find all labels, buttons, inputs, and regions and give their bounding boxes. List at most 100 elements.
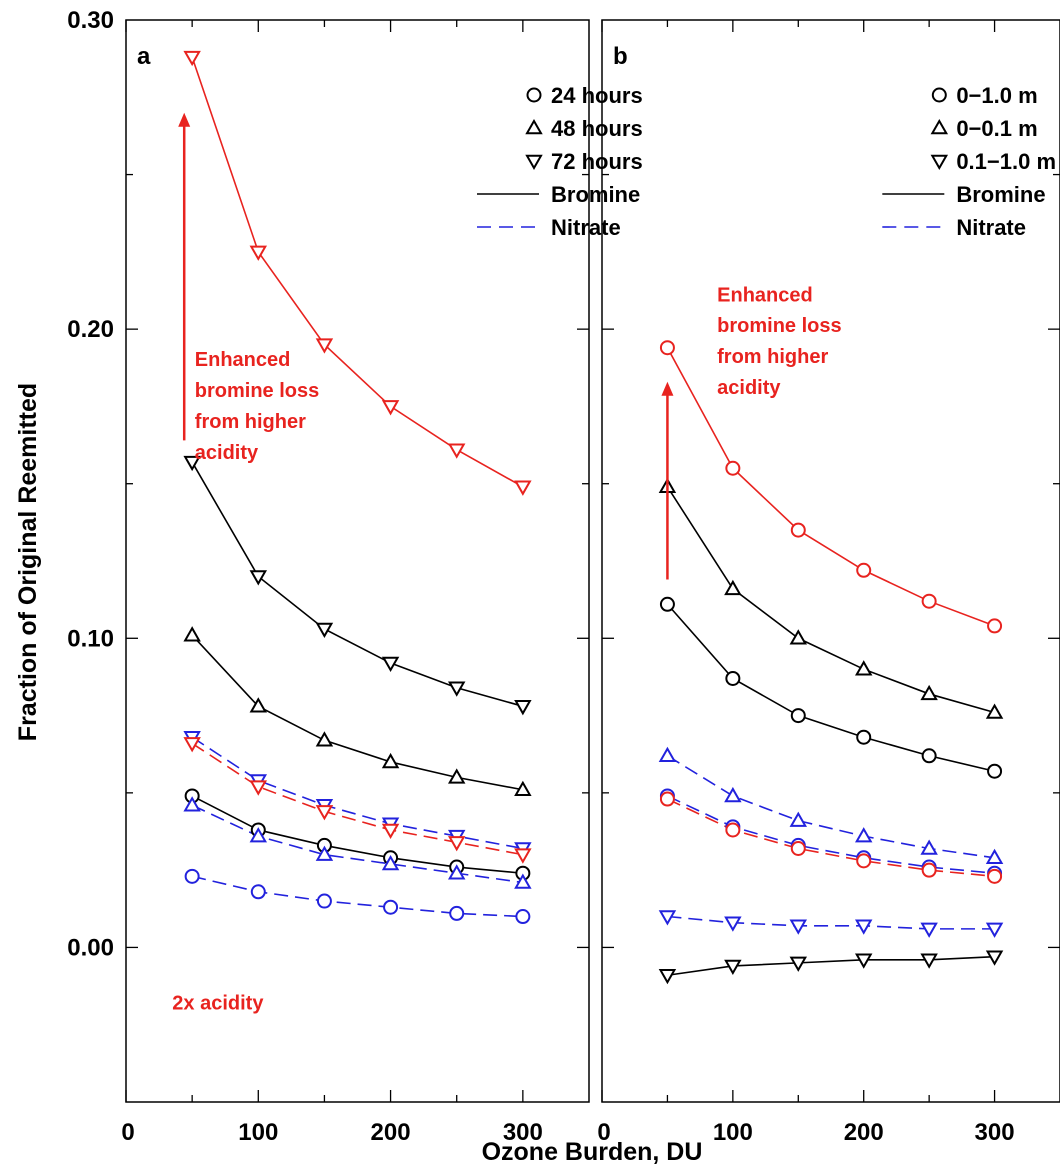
legend-marker-circle — [931, 87, 947, 103]
data-point-circle — [790, 522, 806, 538]
legend-label: Bromine — [551, 182, 640, 207]
annotation-text: acidity — [195, 442, 259, 464]
data-point-triangle-up — [789, 811, 808, 827]
series-line-red-triangle-down-dashed — [191, 742, 524, 856]
data-point-triangle-down — [381, 823, 400, 839]
y-tick-label: 0.00 — [67, 934, 114, 961]
data-point-circle — [725, 670, 741, 686]
data-point-circle — [515, 909, 531, 925]
x-tick-label: 200 — [844, 1119, 884, 1146]
data-point-triangle-up — [920, 839, 938, 855]
legend-label: 48 hours — [551, 116, 643, 141]
data-point-circle — [856, 562, 872, 578]
data-point-triangle-up — [315, 845, 334, 861]
series-line-blue-triangle-up-dashed — [191, 804, 523, 884]
series-line-red-triangle-down-solid — [191, 56, 524, 488]
annotation-text: 2x acidity — [172, 992, 264, 1014]
series-line-blue-circle-dashed — [191, 875, 523, 918]
series-line-blue-triangle-down-dashed — [667, 915, 995, 930]
x-tick-label: 300 — [503, 1119, 543, 1146]
legend-label: 24 hours — [551, 83, 643, 108]
annotation-text: Enhanced — [195, 349, 291, 371]
legend-label: Nitrate — [956, 215, 1026, 240]
data-point-triangle-down — [514, 700, 532, 716]
data-point-triangle-up — [249, 827, 268, 843]
data-point-circle — [921, 593, 937, 609]
data-point-triangle-up — [183, 626, 201, 642]
data-point-triangle-up — [381, 752, 400, 769]
legend-marker-circle — [526, 87, 542, 103]
legend-label: 72 hours — [551, 149, 643, 174]
data-point-triangle-down — [249, 780, 268, 796]
plot-frame — [125, 19, 590, 1103]
data-point-circle — [725, 460, 741, 476]
data-point-triangle-down — [183, 737, 201, 753]
data-point-triangle-down — [183, 455, 201, 472]
data-point-circle — [790, 708, 806, 724]
data-point-circle — [790, 841, 806, 857]
data-point-circle — [987, 868, 1003, 884]
data-point-triangle-down — [854, 919, 873, 935]
data-point-circle — [987, 618, 1003, 634]
x-tick-label: 0 — [121, 1119, 134, 1146]
annotation-text: bromine loss — [717, 315, 841, 337]
data-point-circle — [184, 868, 200, 884]
data-point-triangle-down — [315, 805, 334, 821]
legend-marker-triangle-down — [930, 154, 949, 171]
series-line-black-triangle-up-solid — [191, 634, 524, 791]
series-line-black-triangle-down-solid — [667, 955, 995, 977]
data-point-triangle-down — [315, 338, 334, 354]
data-point-triangle-down — [315, 622, 334, 639]
data-point-circle — [449, 905, 465, 921]
panel-letter: a — [137, 43, 151, 70]
data-point-triangle-up — [514, 780, 532, 797]
y-tick-label: 0.30 — [67, 7, 114, 34]
series-line-red-circle-dashed — [667, 798, 995, 878]
data-point-triangle-down — [789, 919, 808, 935]
data-point-triangle-down — [381, 656, 400, 673]
y-tick-label: 0.20 — [67, 316, 114, 343]
legend-label: Nitrate — [551, 215, 621, 240]
data-point-triangle-down — [381, 400, 400, 416]
annotation-text: Enhanced — [717, 284, 813, 306]
data-point-triangle-up — [381, 854, 400, 871]
series-line-blue-triangle-up-dashed — [667, 755, 995, 859]
x-tick-label: 300 — [975, 1119, 1015, 1146]
data-point-circle — [659, 340, 675, 356]
data-point-triangle-down — [985, 922, 1004, 938]
data-point-triangle-up — [854, 827, 873, 843]
y-axis-title: Fraction of Original Reemitted — [14, 383, 42, 741]
x-tick-label: 100 — [238, 1119, 278, 1146]
x-axis-title: Ozone Burden, DU — [482, 1138, 703, 1166]
data-point-triangle-up — [789, 629, 808, 645]
data-point-triangle-up — [920, 684, 938, 701]
legend-label: Bromine — [956, 182, 1045, 207]
legend-marker-triangle-up — [930, 118, 949, 135]
data-point-triangle-down — [658, 910, 677, 926]
data-point-circle — [659, 596, 675, 612]
data-point-triangle-down — [249, 570, 268, 586]
data-point-triangle-up — [447, 768, 466, 784]
panel-letter: b — [613, 43, 628, 70]
data-point-triangle-up — [985, 703, 1004, 719]
data-point-circle — [725, 822, 741, 838]
data-point-circle — [856, 853, 872, 869]
series-line-black-triangle-down-solid — [191, 461, 524, 708]
y-tick-label: 0.10 — [67, 625, 114, 652]
data-point-triangle-down — [249, 245, 268, 261]
data-point-circle — [250, 884, 266, 900]
legend-label: 0.1−1.0 m — [956, 149, 1056, 174]
arrow-head — [661, 381, 674, 396]
data-point-circle — [921, 748, 937, 764]
data-point-triangle-up — [724, 786, 742, 803]
data-point-triangle-up — [447, 864, 466, 880]
data-point-circle — [987, 763, 1003, 779]
data-point-triangle-down — [447, 443, 466, 459]
data-point-triangle-down — [447, 836, 466, 852]
data-point-circle — [921, 862, 937, 878]
data-point-triangle-up — [724, 579, 742, 596]
data-point-circle — [659, 791, 675, 807]
annotation-text: from higher — [717, 346, 828, 368]
plot-frame — [601, 19, 1060, 1103]
